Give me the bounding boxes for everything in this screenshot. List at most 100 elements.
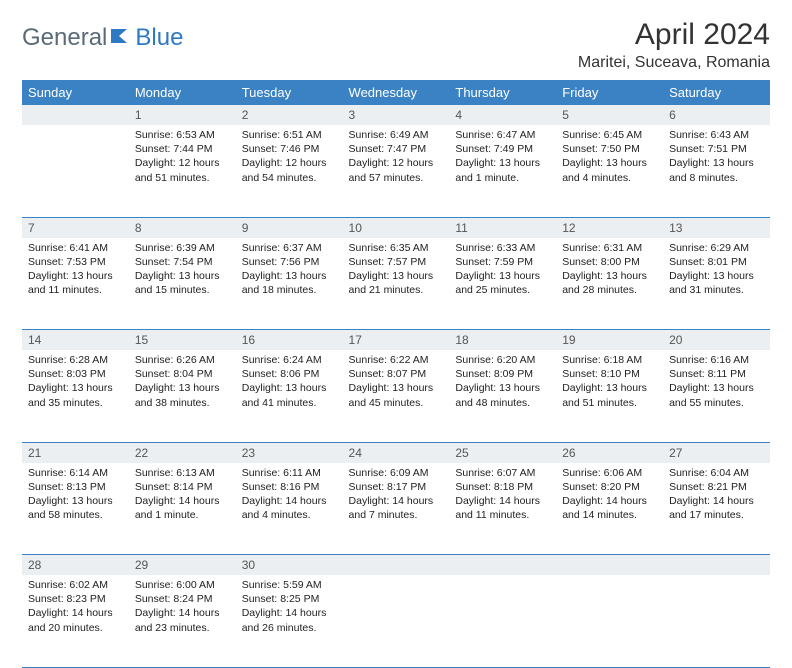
day-cell: Sunrise: 6:33 AMSunset: 7:59 PMDaylight:… — [449, 238, 556, 330]
day-cell: Sunrise: 6:18 AMSunset: 8:10 PMDaylight:… — [556, 350, 663, 442]
day-number: 5 — [556, 105, 663, 125]
sunrise-text: Sunrise: 6:49 AM — [349, 128, 444, 142]
daylight-text: Daylight: 13 hours and 1 minute. — [455, 156, 550, 184]
sunset-text: Sunset: 8:04 PM — [135, 367, 230, 381]
sunrise-text: Sunrise: 6:07 AM — [455, 466, 550, 480]
sunrise-text: Sunrise: 6:13 AM — [135, 466, 230, 480]
daylight-text: Daylight: 13 hours and 21 minutes. — [349, 269, 444, 297]
day-number — [556, 555, 663, 576]
sunset-text: Sunset: 7:44 PM — [135, 142, 230, 156]
day-number — [343, 555, 450, 576]
sunset-text: Sunset: 7:49 PM — [455, 142, 550, 156]
daylight-text: Daylight: 13 hours and 8 minutes. — [669, 156, 764, 184]
sunrise-text: Sunrise: 6:24 AM — [242, 353, 337, 367]
sunset-text: Sunset: 8:09 PM — [455, 367, 550, 381]
daylight-text: Daylight: 12 hours and 51 minutes. — [135, 156, 230, 184]
day-cell: Sunrise: 6:49 AMSunset: 7:47 PMDaylight:… — [343, 125, 450, 217]
day-number: 6 — [663, 105, 770, 125]
day-number: 30 — [236, 555, 343, 576]
day-cell: Sunrise: 6:09 AMSunset: 8:17 PMDaylight:… — [343, 463, 450, 555]
day-number: 17 — [343, 330, 450, 351]
sunset-text: Sunset: 8:07 PM — [349, 367, 444, 381]
sunset-text: Sunset: 8:06 PM — [242, 367, 337, 381]
week-row: Sunrise: 6:14 AMSunset: 8:13 PMDaylight:… — [22, 463, 770, 555]
day-number: 11 — [449, 217, 556, 238]
sunset-text: Sunset: 8:20 PM — [562, 480, 657, 494]
day-number: 4 — [449, 105, 556, 125]
daylight-text: Daylight: 13 hours and 31 minutes. — [669, 269, 764, 297]
day-cell: Sunrise: 6:07 AMSunset: 8:18 PMDaylight:… — [449, 463, 556, 555]
daylight-text: Daylight: 14 hours and 26 minutes. — [242, 606, 337, 634]
daylight-text: Daylight: 13 hours and 25 minutes. — [455, 269, 550, 297]
sunset-text: Sunset: 8:24 PM — [135, 592, 230, 606]
daylight-text: Daylight: 14 hours and 23 minutes. — [135, 606, 230, 634]
day-cell: Sunrise: 6:47 AMSunset: 7:49 PMDaylight:… — [449, 125, 556, 217]
daylight-text: Daylight: 13 hours and 51 minutes. — [562, 381, 657, 409]
day-cell — [343, 575, 450, 667]
day-number: 2 — [236, 105, 343, 125]
day-cell: Sunrise: 6:28 AMSunset: 8:03 PMDaylight:… — [22, 350, 129, 442]
sunset-text: Sunset: 7:46 PM — [242, 142, 337, 156]
day-number: 20 — [663, 330, 770, 351]
week-row: Sunrise: 6:02 AMSunset: 8:23 PMDaylight:… — [22, 575, 770, 667]
daynum-row: 14151617181920 — [22, 330, 770, 351]
day-number: 24 — [343, 442, 450, 463]
daylight-text: Daylight: 14 hours and 11 minutes. — [455, 494, 550, 522]
day-number: 29 — [129, 555, 236, 576]
daylight-text: Daylight: 13 hours and 28 minutes. — [562, 269, 657, 297]
weekday-header: Saturday — [663, 80, 770, 105]
day-number: 7 — [22, 217, 129, 238]
week-row: Sunrise: 6:41 AMSunset: 7:53 PMDaylight:… — [22, 238, 770, 330]
daynum-row: 21222324252627 — [22, 442, 770, 463]
logo: General Blue — [22, 24, 183, 52]
sunrise-text: Sunrise: 6:22 AM — [349, 353, 444, 367]
day-cell: Sunrise: 6:31 AMSunset: 8:00 PMDaylight:… — [556, 238, 663, 330]
daylight-text: Daylight: 13 hours and 15 minutes. — [135, 269, 230, 297]
day-cell: Sunrise: 6:11 AMSunset: 8:16 PMDaylight:… — [236, 463, 343, 555]
day-number: 28 — [22, 555, 129, 576]
daylight-text: Daylight: 14 hours and 4 minutes. — [242, 494, 337, 522]
daylight-text: Daylight: 13 hours and 58 minutes. — [28, 494, 123, 522]
day-number: 21 — [22, 442, 129, 463]
day-number: 16 — [236, 330, 343, 351]
sunrise-text: Sunrise: 6:51 AM — [242, 128, 337, 142]
sunrise-text: Sunrise: 5:59 AM — [242, 578, 337, 592]
day-number: 22 — [129, 442, 236, 463]
day-cell — [663, 575, 770, 667]
sunset-text: Sunset: 8:10 PM — [562, 367, 657, 381]
sunrise-text: Sunrise: 6:11 AM — [242, 466, 337, 480]
sunrise-text: Sunrise: 6:06 AM — [562, 466, 657, 480]
daylight-text: Daylight: 13 hours and 18 minutes. — [242, 269, 337, 297]
day-cell — [449, 575, 556, 667]
sunset-text: Sunset: 7:56 PM — [242, 255, 337, 269]
day-cell: Sunrise: 6:13 AMSunset: 8:14 PMDaylight:… — [129, 463, 236, 555]
weekday-header: Friday — [556, 80, 663, 105]
week-row: Sunrise: 6:53 AMSunset: 7:44 PMDaylight:… — [22, 125, 770, 217]
day-cell: Sunrise: 6:02 AMSunset: 8:23 PMDaylight:… — [22, 575, 129, 667]
sunset-text: Sunset: 7:47 PM — [349, 142, 444, 156]
sunrise-text: Sunrise: 6:45 AM — [562, 128, 657, 142]
daylight-text: Daylight: 13 hours and 55 minutes. — [669, 381, 764, 409]
sunset-text: Sunset: 7:59 PM — [455, 255, 550, 269]
sunset-text: Sunset: 8:18 PM — [455, 480, 550, 494]
day-number: 15 — [129, 330, 236, 351]
daylight-text: Daylight: 13 hours and 45 minutes. — [349, 381, 444, 409]
daylight-text: Daylight: 14 hours and 17 minutes. — [669, 494, 764, 522]
logo-text-blue: Blue — [135, 24, 183, 52]
day-cell: Sunrise: 6:37 AMSunset: 7:56 PMDaylight:… — [236, 238, 343, 330]
day-cell: Sunrise: 6:26 AMSunset: 8:04 PMDaylight:… — [129, 350, 236, 442]
day-number: 13 — [663, 217, 770, 238]
sunrise-text: Sunrise: 6:35 AM — [349, 241, 444, 255]
sunset-text: Sunset: 8:01 PM — [669, 255, 764, 269]
day-cell: Sunrise: 6:35 AMSunset: 7:57 PMDaylight:… — [343, 238, 450, 330]
daynum-row: 78910111213 — [22, 217, 770, 238]
day-cell: Sunrise: 6:53 AMSunset: 7:44 PMDaylight:… — [129, 125, 236, 217]
daynum-row: 282930 — [22, 555, 770, 576]
location: Maritei, Suceava, Romania — [578, 54, 770, 72]
sunrise-text: Sunrise: 6:28 AM — [28, 353, 123, 367]
sunrise-text: Sunrise: 6:00 AM — [135, 578, 230, 592]
daynum-row: 123456 — [22, 105, 770, 125]
day-number: 25 — [449, 442, 556, 463]
sunset-text: Sunset: 8:25 PM — [242, 592, 337, 606]
weekday-header: Tuesday — [236, 80, 343, 105]
